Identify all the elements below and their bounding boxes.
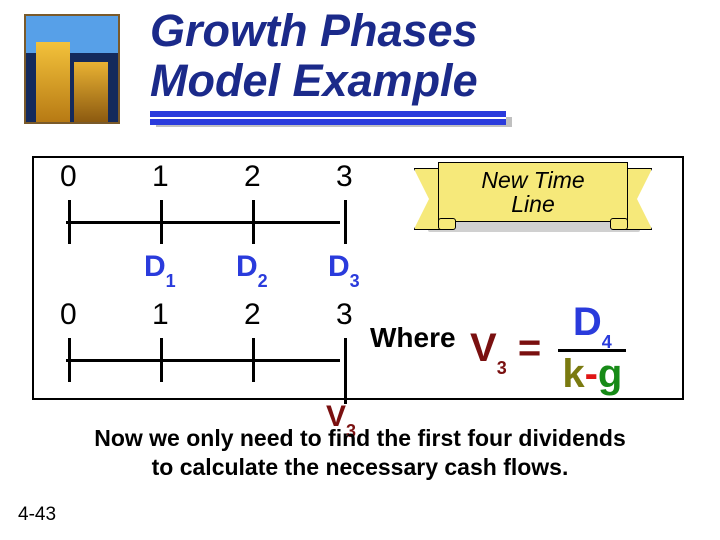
slide: Growth Phases Model Example 0 1 2 3 D1 D2 D3 N… — [0, 0, 720, 540]
timeline-1-period-1: 1 — [152, 160, 169, 194]
timeline-2-period-2: 2 — [244, 298, 261, 332]
bottom-caption: Now we only need to find the first four … — [50, 424, 670, 482]
timeline-2-tick-2 — [252, 338, 255, 382]
timeline-1-tick-0 — [68, 200, 71, 244]
timeline-1-period-0: 0 — [60, 160, 77, 194]
timeline-1-period-3: 3 — [336, 160, 353, 194]
dividend-label-D1: D1 — [144, 250, 176, 288]
timeline-1-tick-2 — [252, 200, 255, 244]
title-underline — [150, 111, 506, 129]
formula-V: V3 = — [470, 326, 552, 370]
dividend-label-D2: D2 — [236, 250, 268, 288]
formula-numerator: D4 — [558, 300, 626, 349]
timeline-2-period-3: 3 — [336, 298, 353, 332]
timeline-2-tick-0 — [68, 338, 71, 382]
timeline-2-period-1: 1 — [152, 298, 169, 332]
timeline-1-period-2: 2 — [244, 160, 261, 194]
title-line-2: Model Example — [150, 55, 478, 106]
banner-line-2: Line — [511, 191, 554, 217]
timeline-1-tick-1 — [160, 200, 163, 244]
timeline-2-tick-3 — [344, 338, 347, 404]
new-time-line-banner: New Time Line — [420, 162, 646, 234]
formula-denominator: k-g — [558, 349, 626, 397]
corner-image — [24, 14, 120, 124]
timeline-1-tick-3 — [344, 200, 347, 244]
where-label: Where — [370, 322, 456, 354]
timeline-2-axis — [66, 359, 340, 362]
bottom-line-2: to calculate the necessary cash flows. — [152, 454, 569, 480]
title-line-1: Growth Phases — [150, 5, 478, 56]
page-number: 4-43 — [18, 504, 56, 526]
slide-title: Growth Phases Model Example — [150, 6, 478, 107]
bottom-line-1: Now we only need to find the first four … — [94, 425, 626, 451]
timeline-2-tick-1 — [160, 338, 163, 382]
dividend-label-D3: D3 — [328, 250, 360, 288]
timeline-2-period-0: 0 — [60, 298, 77, 332]
v3-formula: V3 = D4 k-g — [470, 302, 626, 399]
banner-line-1: New Time — [481, 167, 584, 193]
timeline-1-axis — [66, 221, 340, 224]
